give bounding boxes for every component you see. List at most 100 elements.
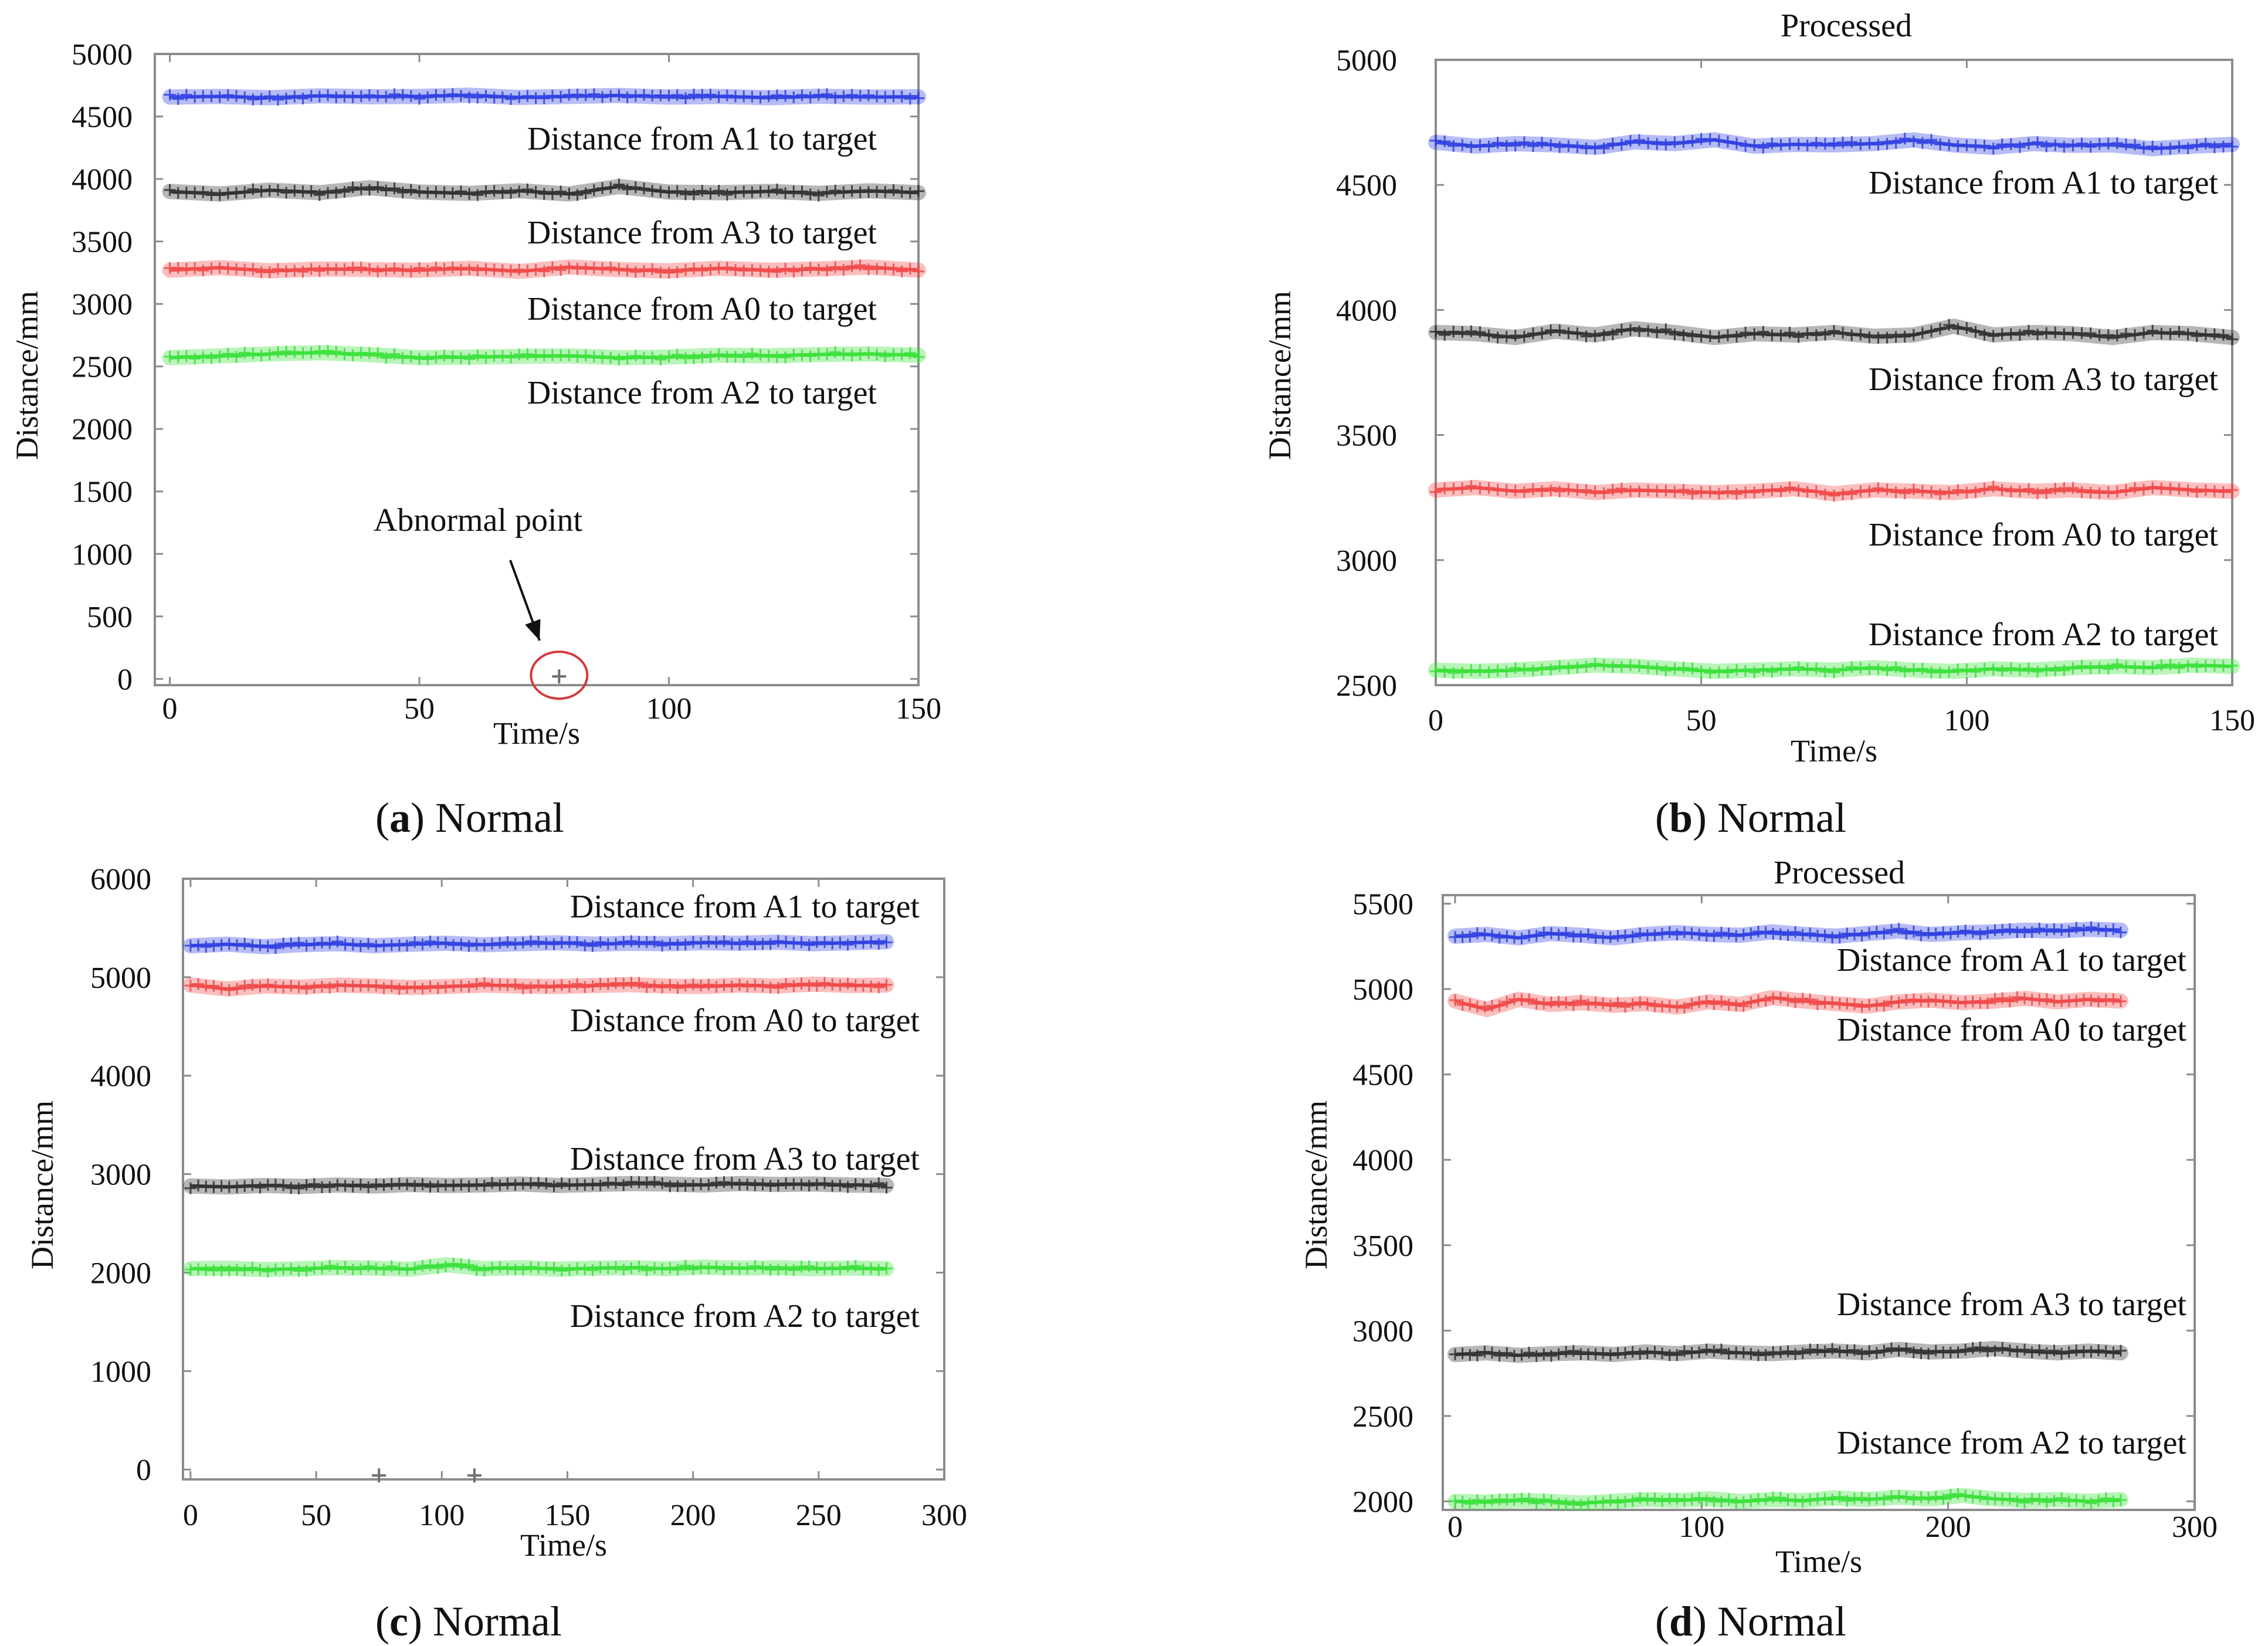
data-point-marker (795, 977, 808, 990)
data-point-marker (1580, 484, 1592, 496)
data-point-marker (330, 346, 343, 358)
data-point-marker (1782, 994, 1794, 1006)
data-point-marker (388, 262, 401, 275)
data-point-marker (486, 1177, 499, 1189)
data-point-marker (2048, 923, 2060, 935)
data-point-marker (1961, 663, 1973, 676)
y-tick-label: 5000 (72, 38, 133, 72)
data-point-marker (587, 1178, 599, 1191)
data-point-marker (446, 262, 459, 274)
series-label: Distance from A2 to target (527, 375, 877, 411)
data-point-marker (308, 981, 320, 994)
data-point-marker (887, 263, 900, 276)
data-point-marker (1792, 331, 1805, 343)
data-point-marker (2114, 926, 2127, 939)
data-point-marker (2173, 141, 2185, 153)
data-point-marker (2005, 138, 2017, 150)
data-point-marker (316, 980, 328, 993)
data-point-marker (804, 188, 816, 201)
data-point-marker (2120, 661, 2132, 673)
data-point-marker (655, 353, 667, 365)
data-point-marker (1483, 666, 1495, 678)
data-point-marker (215, 1180, 228, 1192)
data-point-marker (1641, 998, 1653, 1010)
x-tick-label: 100 (646, 692, 692, 726)
data-point-marker (703, 978, 715, 991)
data-point-marker (1899, 665, 1911, 678)
data-point-marker (1721, 666, 1734, 679)
data-point-marker (1782, 929, 1794, 941)
data-point-marker (1996, 992, 2009, 1004)
annotation-text: Abnormal point (374, 502, 583, 538)
data-point-marker (2049, 326, 2062, 338)
x-tick-label: 150 (2209, 704, 2255, 737)
data-point-marker (409, 1262, 421, 1274)
data-point-marker (446, 88, 459, 100)
data-point-marker (1598, 659, 1610, 671)
data-point-marker (405, 184, 417, 196)
data-point-marker (1486, 929, 1499, 941)
data-point-marker (1792, 661, 1805, 673)
y-tick-label: 4000 (1336, 294, 1397, 327)
data-point-marker (2111, 137, 2123, 150)
outlier-point (467, 1468, 482, 1483)
data-point-marker (1987, 480, 1999, 493)
data-point-marker (713, 91, 725, 103)
data-point-marker (587, 1264, 599, 1276)
x-tick-label: 150 (544, 1499, 590, 1532)
data-point-marker (2058, 328, 2070, 340)
data-point-marker (533, 979, 545, 991)
data-point-marker (1900, 1491, 1913, 1503)
data-point-marker (1856, 930, 1868, 942)
data-point-marker (305, 263, 317, 275)
series-label: Distance from A1 to target (1869, 165, 2219, 201)
data-point-marker (2100, 994, 2112, 1007)
data-point-marker (480, 90, 492, 102)
data-point-marker (300, 939, 313, 951)
data-point-marker (1923, 995, 1935, 1008)
data-point-marker (788, 980, 800, 993)
series-distance-from-a2-to-target (162, 344, 926, 365)
data-point-marker (438, 186, 450, 198)
data-point-marker (555, 185, 567, 198)
data-point-marker (1474, 139, 1486, 151)
data-point-marker (1811, 1343, 1823, 1356)
data-point-marker (1745, 927, 1757, 940)
data-point-marker (432, 1180, 444, 1193)
data-point-marker (757, 1178, 769, 1191)
data-point-marker (1792, 485, 1805, 497)
data-point-marker (1804, 993, 1816, 1005)
data-point-marker (513, 263, 526, 276)
data-point-marker (1974, 928, 1986, 940)
data-point-marker (455, 980, 467, 992)
data-point-marker (2182, 328, 2194, 340)
data-point-marker (2040, 1347, 2053, 1359)
data-point-marker (1562, 140, 1575, 152)
data-point-marker (664, 1262, 676, 1274)
data-point-marker (726, 1177, 738, 1189)
data-point-marker (1575, 930, 1587, 943)
data-point-marker (764, 938, 777, 950)
y-tick-label: 2000 (90, 1256, 151, 1290)
data-point-marker (363, 263, 375, 275)
data-point-marker (896, 90, 908, 103)
data-point-marker (1760, 995, 1772, 1007)
data-point-marker (455, 185, 467, 198)
data-point-marker (1978, 662, 1991, 675)
data-point-marker (2114, 1494, 2127, 1506)
data-point-marker (1930, 1344, 1942, 1357)
data-point-marker (2111, 329, 2123, 341)
data-point-marker (656, 1177, 669, 1190)
data-point-marker (1560, 997, 1572, 1009)
data-point-marker (1952, 484, 1964, 496)
x-tick-label: 0 (1447, 1510, 1463, 1544)
data-point-marker (438, 263, 450, 275)
data-point-marker (1796, 1495, 1809, 1508)
data-point-marker (494, 1179, 506, 1191)
data-point-marker (1589, 1495, 1602, 1508)
data-point-marker (280, 93, 293, 105)
data-point-marker (1693, 1492, 1706, 1504)
series-distance-from-a1-to-target (162, 87, 926, 106)
data-point-marker (380, 90, 392, 103)
data-point-marker (1881, 483, 1893, 496)
